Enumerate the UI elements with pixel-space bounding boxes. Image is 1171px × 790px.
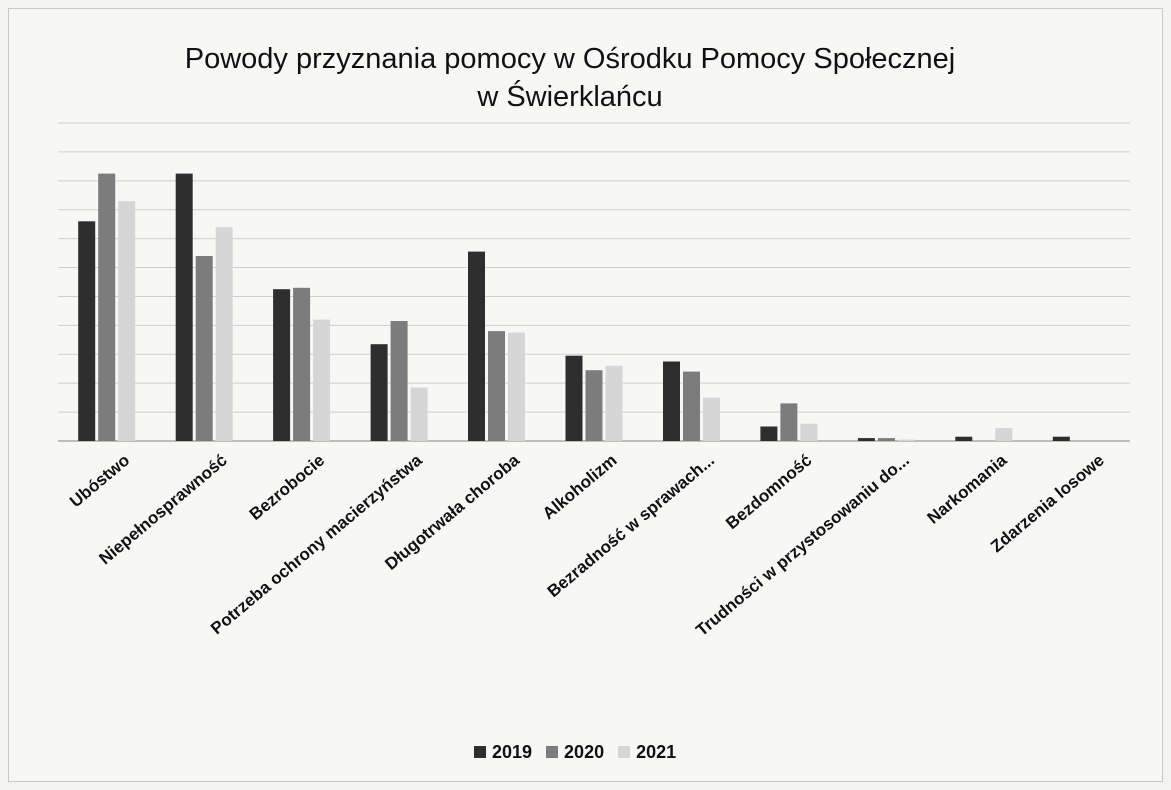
bar-2020-4 — [390, 321, 408, 441]
bar-2019-1 — [78, 221, 96, 441]
bar-2019-4 — [370, 344, 388, 441]
bar-2020-7 — [683, 371, 700, 441]
bar-2020-3 — [293, 287, 311, 441]
bar-2020-1 — [98, 173, 116, 441]
bar-2020-5 — [488, 331, 505, 441]
bar-2019-6 — [565, 355, 583, 441]
chart-title-line-1: Powody przyznania pomocy w Ośrodku Pomoc… — [184, 43, 956, 75]
bar-2021-9 — [897, 439, 915, 441]
bar-2020-2 — [195, 256, 213, 441]
legend-swatch-2021 — [618, 746, 631, 758]
bar-2021-10 — [995, 428, 1013, 441]
bar-2021-8 — [800, 423, 818, 441]
category-label-10: Narkomania — [924, 450, 1011, 527]
category-label-8: Bezdomność — [722, 451, 815, 534]
category-label-7: Bezradność w sprawach... — [544, 451, 718, 602]
legend-label-2021: 2021 — [636, 741, 677, 762]
chart-title-line-2: w Świerklańcu — [477, 81, 663, 113]
bar-2020-9 — [877, 438, 895, 441]
bar-2021-3 — [313, 319, 331, 441]
legend-item-2019: 2019 — [474, 742, 532, 763]
bar-2020-6 — [585, 370, 603, 441]
bar-2020-8 — [780, 403, 798, 441]
bar-2019-2 — [175, 173, 193, 441]
category-label-9: Trudności w przystosowaniu do... — [692, 451, 913, 640]
legend-label-2019: 2019 — [492, 741, 533, 762]
bar-2019-5 — [468, 251, 485, 441]
legend-swatch-2020 — [546, 746, 559, 758]
bar-2019-7 — [663, 361, 680, 441]
chart-title: Powody przyznania pomocy w Ośrodku Pomoc… — [160, 40, 980, 116]
bar-2019-9 — [857, 438, 875, 441]
bar-2021-7 — [703, 397, 720, 441]
bar-2021-6 — [605, 365, 623, 441]
legend-item-2021: 2021 — [618, 742, 676, 763]
bar-2021-5 — [508, 332, 525, 441]
legend-swatch-2019 — [474, 746, 486, 758]
bar-2021-4 — [410, 387, 428, 441]
bar-2019-8 — [760, 426, 778, 441]
category-label-4: Potrzeba ochrony macierzyństwa — [207, 450, 426, 638]
bar-2019-11 — [1052, 436, 1070, 441]
legend-label-2020: 2020 — [564, 741, 605, 762]
category-label-3: Bezrobocie — [246, 451, 328, 524]
bar-2019-10 — [955, 436, 973, 441]
bar-2019-3 — [273, 289, 291, 441]
category-label-6: Alkoholizm — [539, 451, 621, 524]
legend: 2019 2020 2021 — [474, 740, 676, 764]
category-label-1: Ubóstwo — [66, 451, 133, 512]
bar-2021-2 — [215, 227, 233, 441]
legend-item-2020: 2020 — [546, 742, 604, 763]
bar-2021-1 — [118, 201, 136, 441]
